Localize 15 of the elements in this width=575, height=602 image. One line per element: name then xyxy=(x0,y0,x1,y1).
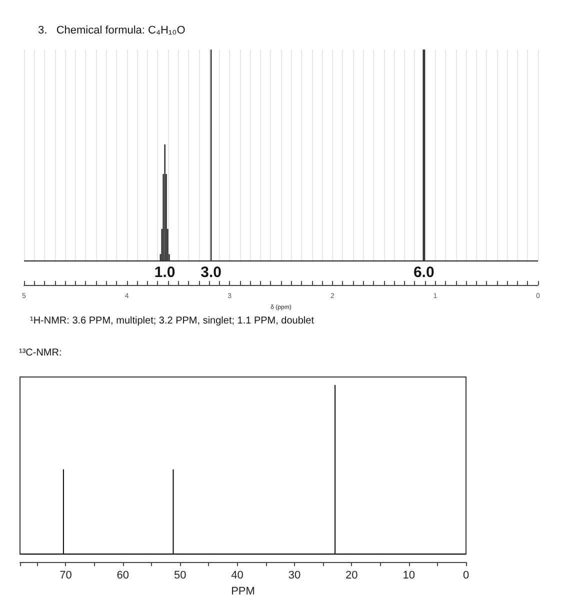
annotation: 3.0 xyxy=(200,264,222,281)
x-tick-label: 70 xyxy=(60,570,72,582)
annotation: 6.0 xyxy=(413,264,434,281)
chart-title: 3. Chemical formula: C₄H₁₀O xyxy=(38,24,186,36)
x-tick-label: 10 xyxy=(402,570,415,582)
x-tick-label: 60 xyxy=(116,570,130,582)
chart-title: ¹³C-NMR: xyxy=(19,348,62,358)
x-tick-label: 50 xyxy=(174,570,186,582)
text: ¹H-NMR: 3.6 PPM, multiplet; 3.2 PPM, singlet; 1.1 PPM, doublet xyxy=(30,316,314,326)
annotation: 1.0 xyxy=(154,264,176,281)
x-tick-label: 40 xyxy=(231,570,244,582)
x-axis-title: PPM xyxy=(231,586,255,598)
x-tick-label: 20 xyxy=(346,570,358,582)
x-tick-label: 30 xyxy=(288,570,301,582)
x-tick-label: 0 xyxy=(462,570,470,582)
